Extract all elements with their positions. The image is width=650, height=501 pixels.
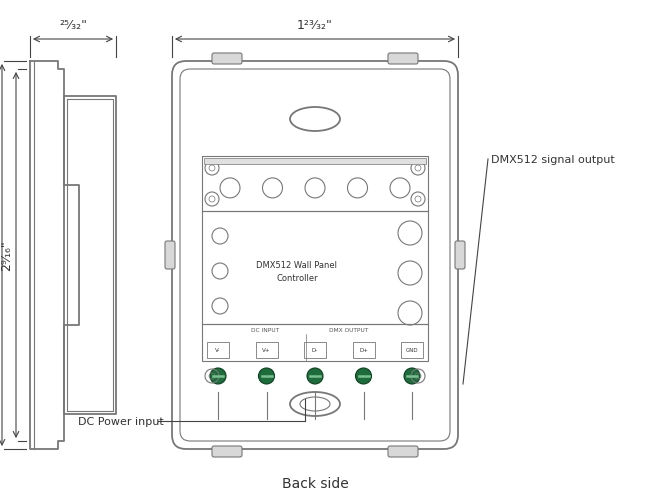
Text: DMX OUTPUT: DMX OUTPUT	[330, 328, 369, 333]
Bar	[304, 342, 326, 358]
Bar	[202, 157, 428, 211]
FancyBboxPatch shape	[212, 54, 242, 65]
FancyBboxPatch shape	[388, 54, 418, 65]
Text: V+: V+	[262, 348, 271, 353]
FancyBboxPatch shape	[212, 446, 242, 457]
Circle shape	[307, 368, 323, 384]
Text: Back side: Back side	[281, 476, 348, 490]
Bar	[401, 342, 423, 358]
Text: 2⁹⁄₁₆": 2⁹⁄₁₆"	[0, 240, 13, 271]
FancyBboxPatch shape	[165, 241, 175, 270]
FancyBboxPatch shape	[455, 241, 465, 270]
Text: V-: V-	[215, 348, 221, 353]
Text: D+: D+	[359, 348, 368, 353]
Bar	[352, 342, 374, 358]
Circle shape	[210, 368, 226, 384]
Bar	[204, 159, 426, 165]
Circle shape	[356, 368, 372, 384]
Circle shape	[259, 368, 274, 384]
Text: 1²³⁄₃₂": 1²³⁄₃₂"	[297, 19, 333, 32]
Text: GND: GND	[406, 348, 419, 353]
Text: DC Power input: DC Power input	[78, 416, 164, 426]
Bar	[202, 211, 428, 324]
Text: D-: D-	[312, 348, 318, 353]
FancyBboxPatch shape	[388, 446, 418, 457]
Circle shape	[404, 368, 420, 384]
Text: ²⁵⁄₃₂": ²⁵⁄₃₂"	[59, 19, 87, 32]
Text: Controller: Controller	[276, 274, 318, 283]
Bar	[207, 342, 229, 358]
Bar	[255, 342, 278, 358]
Text: DC INPUT: DC INPUT	[251, 328, 280, 333]
Text: DMX512 Wall Panel: DMX512 Wall Panel	[256, 261, 337, 270]
Text: DMX512 signal output: DMX512 signal output	[491, 155, 615, 165]
Bar	[202, 324, 428, 361]
